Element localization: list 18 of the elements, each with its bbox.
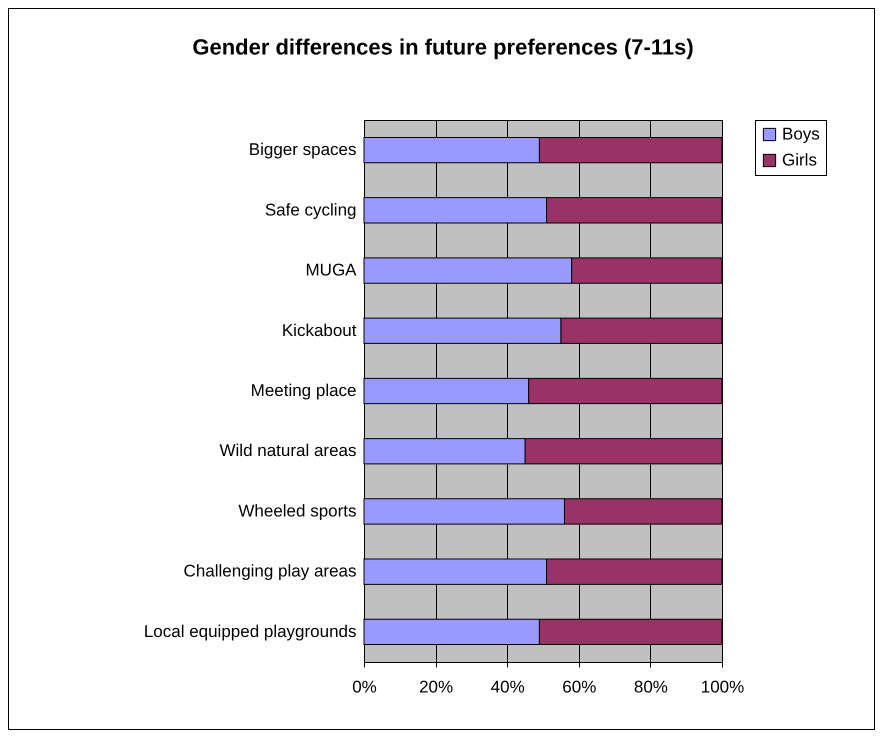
y-tick-label: Kickabout [282, 320, 357, 340]
x-tick-label: 100% [700, 678, 744, 696]
y-tick-label: Bigger spaces [248, 140, 356, 160]
legend-label: Boys [782, 124, 820, 144]
x-tick-label: 20% [419, 678, 454, 696]
y-tick-label: Local equipped playgrounds [144, 622, 356, 641]
y-tick-label: Meeting place [250, 381, 356, 400]
x-tick-label: 80% [634, 678, 668, 696]
y-tick-label: Safe cycling [264, 200, 356, 220]
x-tick-label: 0% [352, 678, 377, 696]
y-tick-label: Wild natural areas [219, 441, 356, 460]
chart-title: Gender differences in future preferences (7-11s) [192, 34, 694, 60]
y-tick-label: MUGA [306, 260, 358, 280]
legend-label: Girls [782, 150, 817, 170]
x-tick-label: 40% [490, 678, 525, 696]
y-tick-label: Wheeled sports [238, 501, 356, 520]
x-tick-label: 60% [562, 678, 596, 696]
y-tick-label: Challenging play areas [184, 562, 356, 581]
